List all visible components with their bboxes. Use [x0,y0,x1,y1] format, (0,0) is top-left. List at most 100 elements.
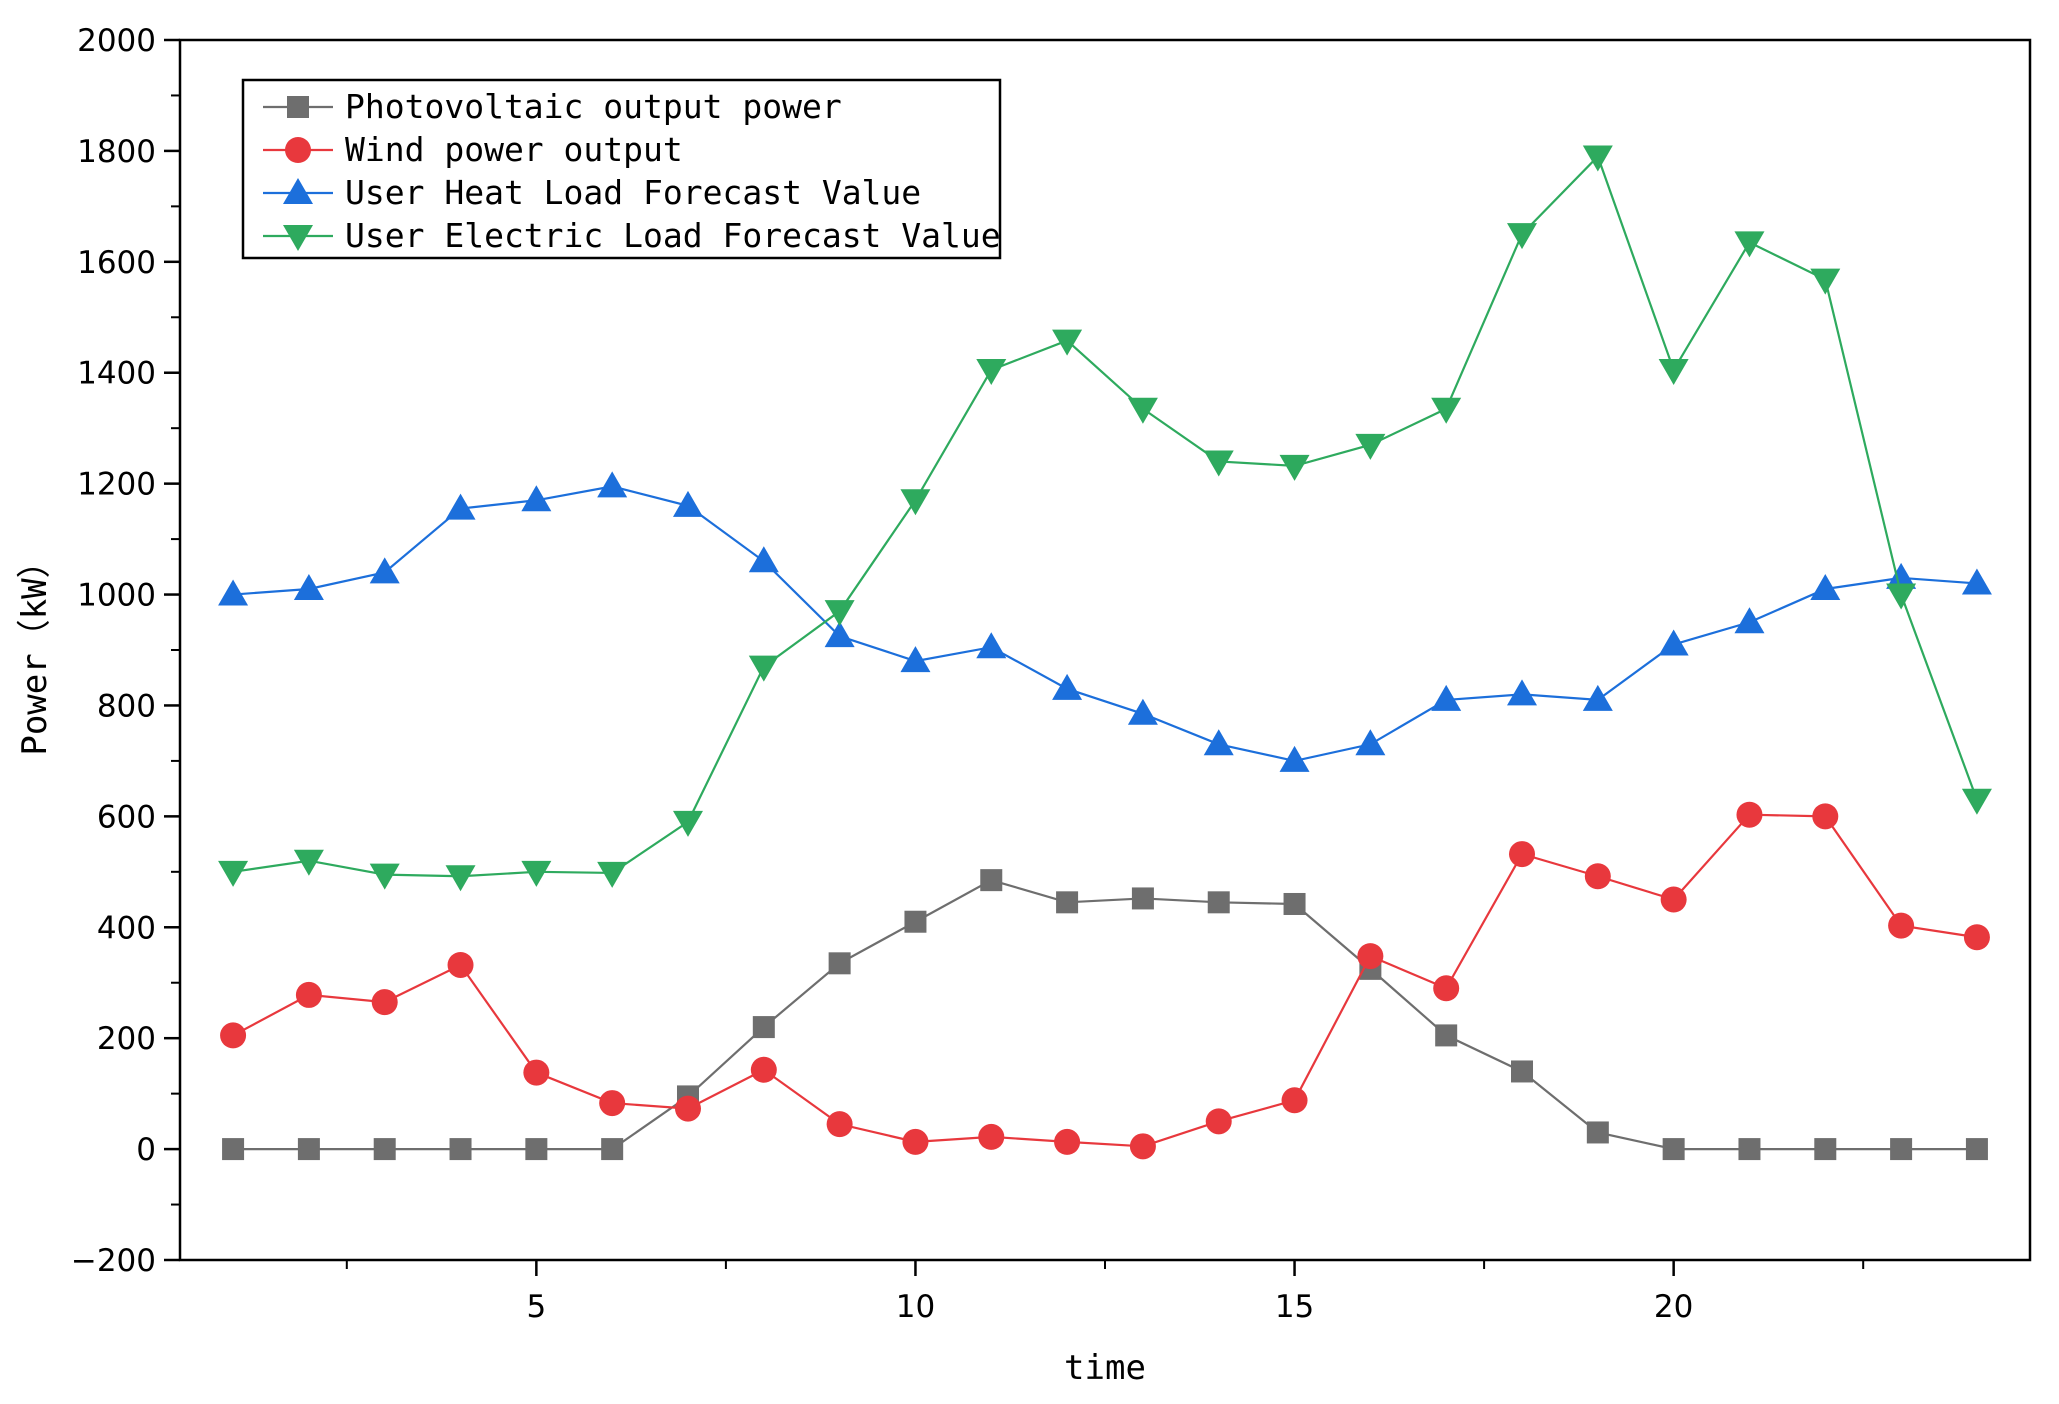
data-point [1658,358,1689,385]
data-point [976,632,1007,659]
data-point [1435,1024,1458,1047]
data-point [1734,231,1765,258]
data-point [750,1056,777,1083]
data-point [295,981,322,1008]
x-tick-label: 20 [1654,1289,1693,1325]
y-tick-label: −200 [71,1243,156,1279]
data-point [1890,1138,1913,1161]
data-point [674,1095,701,1122]
data-point [980,869,1003,892]
x-axis-label: time [1064,1348,1146,1388]
data-point [521,860,552,887]
data-point [900,489,931,516]
series-1 [220,801,1990,1160]
y-tick-label: 1200 [77,467,156,503]
x-axis: 5 10 15 20 [345,1260,1865,1325]
data-point [1431,397,1462,424]
data-point [220,1022,247,1049]
data-point [222,1138,245,1161]
data-point [1810,268,1841,295]
data-point [523,1059,550,1086]
data-point [1127,397,1158,424]
data-point [1205,1108,1232,1135]
data-point [748,546,779,573]
data-point [1207,891,1230,914]
legend-marker [287,96,309,118]
data-point [748,655,779,682]
data-point [1658,629,1689,656]
data-point [1734,607,1765,634]
data-point [1129,1133,1156,1160]
legend-label: User Electric Load Forecast Value [345,216,1001,255]
data-point [599,1090,626,1117]
data-point [1279,745,1310,772]
data-point [1965,1138,1988,1161]
data-point [521,485,552,512]
data-point [1283,892,1306,915]
y-tick-label: 0 [136,1132,156,1168]
y-tick-label: 1400 [77,356,156,392]
data-point [445,493,476,520]
legend-marker [285,137,311,163]
data-point [218,579,249,606]
data-point [445,865,476,892]
series-0 [222,869,1988,1161]
data-point [1888,912,1915,939]
data-point [1961,788,1992,815]
series-line [232,154,1978,878]
data-point [1355,729,1386,756]
data-point [978,1123,1005,1150]
data-point [1582,145,1613,172]
data-point [826,1111,853,1138]
legend-marker [283,225,313,251]
data-point [1433,975,1460,1002]
series-3 [218,145,1992,892]
legend-label: Photovoltaic output power [345,87,842,126]
data-point [752,1016,775,1039]
data-point [597,861,628,888]
data-point [1054,1128,1081,1155]
data-point [1131,887,1154,910]
data-point [369,863,400,890]
x-tick-label: 10 [896,1289,935,1325]
y-tick-label: 2000 [77,23,156,59]
data-point [1056,891,1079,914]
x-tick-label: 15 [1275,1289,1314,1325]
data-point [1281,1087,1308,1114]
data-point [297,1138,320,1161]
data-point [1886,562,1917,589]
data-point [1203,729,1234,756]
data-point [1738,1138,1761,1161]
data-point [1963,924,1990,951]
data-point [1662,1138,1685,1161]
data-point [1052,673,1083,700]
data-point [1203,450,1234,477]
y-tick-label: 1000 [77,578,156,614]
data-point [1810,574,1841,600]
data-point [904,910,927,933]
legend-label: Wind power output [345,130,683,169]
data-point [1660,886,1687,913]
y-tick-label: 400 [97,910,156,946]
data-point [1586,1121,1609,1144]
data-point [902,1128,929,1155]
x-tick-label: 5 [526,1289,546,1325]
data-point [1814,1138,1837,1161]
legend: Photovoltaic output power Wind power outp… [241,78,1002,260]
y-axis-label: Power（kW） [15,544,55,755]
data-point [1127,698,1158,725]
legend-box [241,78,1002,260]
data-point [672,810,703,837]
series-layer [218,145,1992,1161]
data-point [1052,329,1083,356]
data-point [824,600,855,627]
data-point [218,860,249,887]
legend-label: User Heat Load Forecast Value [345,173,921,212]
data-point [601,1138,624,1161]
data-point [1357,943,1384,970]
data-point [447,951,474,978]
data-point [1509,841,1536,868]
data-point [371,989,398,1016]
data-point [369,557,400,584]
